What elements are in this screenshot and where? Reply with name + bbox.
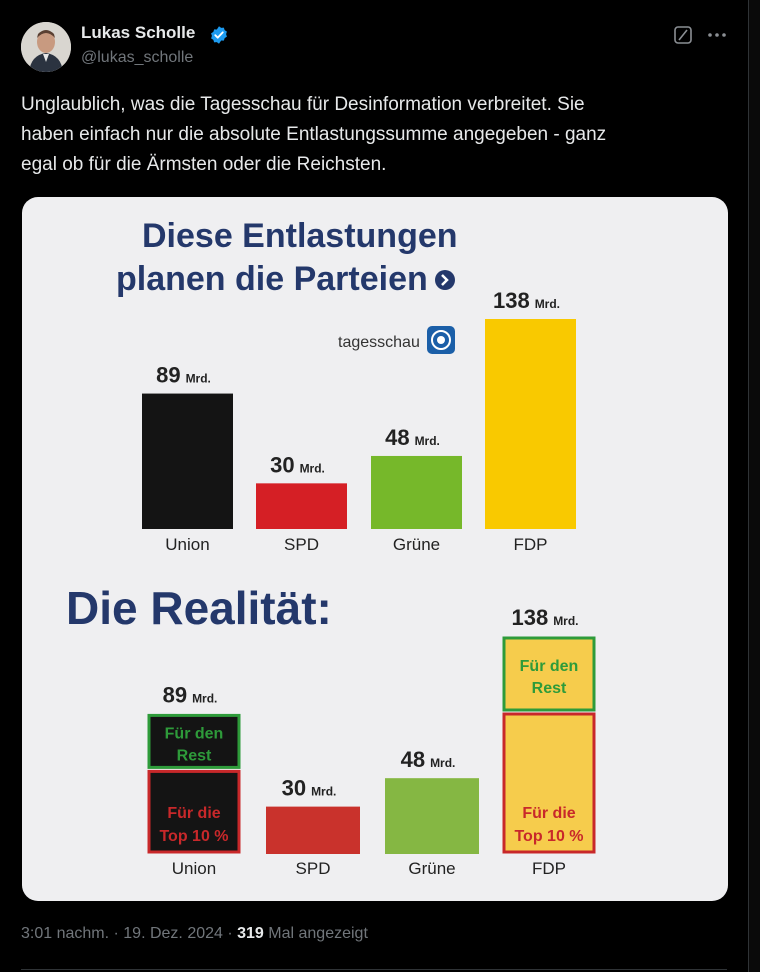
bar-spd [256,483,347,529]
tweet-text: Unglaublich, was die Tagesschau für Desi… [21,90,711,180]
data-label-unit: Mrd. [300,461,325,475]
data-label-unit: Mrd. [535,297,560,311]
segment-label: Top 10 % [159,828,228,845]
data-label-unit: Mrd. [430,756,455,770]
category-label: Grüne [393,535,440,554]
tweet-time[interactable]: 3:01 nachm. [21,925,110,942]
data-label-value: 48 [385,425,409,450]
data-label: 48 Mrd. [385,425,440,450]
tweet-line: egal ob für die Ärmsten oder die Reichst… [21,154,387,175]
more-icon[interactable] [705,25,729,45]
data-label: 30 Mrd. [282,776,337,801]
bar-grüne [371,455,462,529]
data-label: 89 Mrd. [163,682,218,707]
divider [21,969,727,970]
meta-separator: · [109,925,124,942]
author-name[interactable]: Lukas Scholle [81,23,196,42]
tweet-meta: 3:01 nachm. · 19. Dez. 2024 · 319 Mal an… [21,925,368,943]
data-label: 138 Mrd. [493,288,560,313]
grok-icon[interactable] [673,25,693,45]
view-count-label: Mal angezeigt [263,925,368,942]
segment-rest-fdp [502,636,596,712]
meta-separator: · [222,925,238,942]
data-label: 30 Mrd. [270,452,325,477]
category-label: Union [172,859,216,878]
bar-union [142,393,233,529]
chart2-title: Die Realität: [66,582,332,634]
data-label-value: 89 [156,363,180,388]
segment-label: Rest [177,747,212,764]
chart1-title-line1: Diese Entlastungen [142,217,458,255]
data-label-unit: Mrd. [415,434,440,448]
segment-label: Für den [165,725,224,742]
tweet-date[interactable]: 19. Dez. 2024 [123,925,223,942]
data-label-value: 138 [511,605,548,630]
chart1-title-line2: planen die Parteien [116,260,428,298]
category-label: Grüne [408,859,455,878]
tagesschau-logo-icon [427,326,455,354]
scrollbar[interactable] [748,0,760,972]
data-label-value: 48 [401,747,425,772]
segment-label: Für die [522,805,575,822]
segment-top10-union [147,769,241,854]
category-label: Union [165,535,209,554]
bar-fdp [485,319,576,529]
segment-label: Für die [167,805,220,822]
data-label-unit: Mrd. [553,614,578,628]
category-label: SPD [284,535,319,554]
data-label-value: 30 [282,776,306,801]
verified-icon [211,26,227,44]
data-label-value: 89 [163,682,187,707]
bar-grüne [385,778,479,854]
data-label: 89 Mrd. [156,363,211,388]
avatar[interactable] [21,22,71,72]
data-label-value: 30 [270,452,294,477]
tweet-line: haben einfach nur die absolute Entlastun… [21,124,607,145]
segment-label: Rest [532,680,567,697]
chevron-icon [435,270,455,290]
data-label-unit: Mrd. [311,785,336,799]
tweet-line: Unglaublich, was die Tagesschau für Desi… [21,94,585,115]
author-handle[interactable]: @lukas_scholle [81,49,194,66]
bar-spd [266,806,360,854]
chart-image: Diese Entlastungen planen die Parteien t… [66,217,596,878]
data-label-value: 138 [493,288,530,313]
segment-label: Top 10 % [514,828,583,845]
tweet-image[interactable]: Diese Entlastungen planen die Parteien t… [22,197,728,901]
category-label: FDP [532,859,566,878]
data-label-unit: Mrd. [186,372,211,386]
segment-top10-fdp [502,712,596,854]
data-label-unit: Mrd. [192,691,217,705]
data-label: 138 Mrd. [511,605,578,630]
view-count: 319 [237,925,264,942]
source-label: tagesschau [338,334,420,351]
data-label: 48 Mrd. [401,747,456,772]
category-label: FDP [514,535,548,554]
segment-rest-union [147,713,241,769]
segment-label: Für den [520,658,579,675]
category-label: SPD [296,859,331,878]
